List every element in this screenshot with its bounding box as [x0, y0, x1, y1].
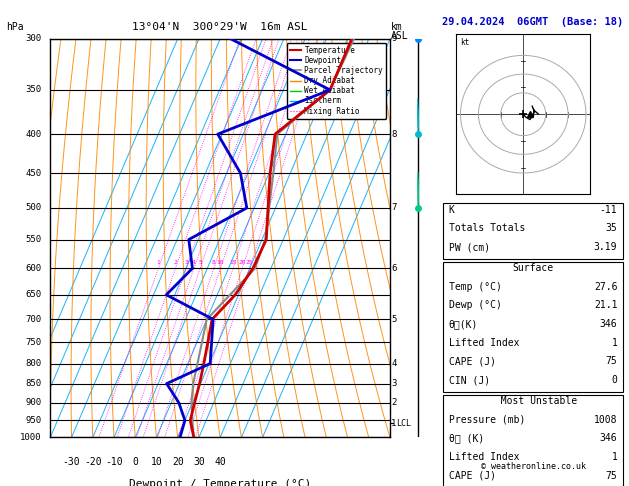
Text: 3: 3	[184, 260, 188, 265]
Text: 350: 350	[26, 86, 42, 94]
Text: 750: 750	[26, 338, 42, 347]
Text: 8: 8	[212, 260, 216, 265]
Text: 7: 7	[391, 204, 397, 212]
Text: Totals Totals: Totals Totals	[449, 224, 525, 233]
Text: 20: 20	[172, 457, 184, 467]
Text: 300: 300	[26, 35, 42, 43]
Text: 1008: 1008	[594, 415, 617, 425]
Text: 5: 5	[198, 260, 202, 265]
Text: 75: 75	[606, 470, 617, 481]
Legend: Temperature, Dewpoint, Parcel Trajectory, Dry Adiabat, Wet Adiabat, Isotherm, Mi: Temperature, Dewpoint, Parcel Trajectory…	[287, 43, 386, 119]
Text: 1: 1	[391, 419, 397, 428]
Text: 0: 0	[132, 457, 138, 467]
Text: 5: 5	[391, 315, 397, 324]
Text: -11: -11	[599, 205, 617, 215]
Text: 346: 346	[599, 434, 617, 443]
Text: -10: -10	[105, 457, 123, 467]
Text: 1: 1	[157, 260, 160, 265]
Text: 3.19: 3.19	[594, 242, 617, 252]
Text: © weatheronline.co.uk: © weatheronline.co.uk	[481, 462, 586, 470]
Text: Dewp (°C): Dewp (°C)	[449, 300, 502, 311]
Text: 650: 650	[26, 290, 42, 299]
Text: 1: 1	[611, 452, 617, 462]
Text: 8: 8	[391, 130, 397, 139]
Text: 600: 600	[26, 264, 42, 273]
Bar	[443, 203, 623, 260]
Text: 550: 550	[26, 235, 42, 244]
Text: 3: 3	[391, 379, 397, 388]
Text: 10: 10	[150, 457, 162, 467]
Text: hPa: hPa	[6, 21, 24, 32]
Text: Lifted Index: Lifted Index	[449, 338, 520, 347]
Text: 800: 800	[26, 359, 42, 368]
Text: 75: 75	[606, 356, 617, 366]
Text: 13°04'N  300°29'W  16m ASL: 13°04'N 300°29'W 16m ASL	[132, 21, 308, 32]
Bar	[443, 395, 623, 486]
Text: 1000: 1000	[20, 433, 42, 442]
Text: 21.1: 21.1	[594, 300, 617, 311]
Text: 6: 6	[391, 264, 397, 273]
Text: 2: 2	[174, 260, 177, 265]
Text: 20: 20	[238, 260, 246, 265]
Text: kt: kt	[460, 38, 470, 47]
Text: 346: 346	[599, 319, 617, 329]
Text: Temp (°C): Temp (°C)	[449, 282, 502, 292]
Text: 29.04.2024  06GMT  (Base: 18): 29.04.2024 06GMT (Base: 18)	[442, 17, 624, 27]
Text: Dewpoint / Temperature (°C): Dewpoint / Temperature (°C)	[129, 479, 311, 486]
Text: CIN (J): CIN (J)	[449, 375, 490, 385]
Text: 4: 4	[391, 359, 397, 368]
Text: 700: 700	[26, 315, 42, 324]
Text: 15: 15	[230, 260, 237, 265]
Text: 850: 850	[26, 379, 42, 388]
Text: km: km	[391, 21, 403, 32]
Text: K: K	[449, 205, 455, 215]
Text: CAPE (J): CAPE (J)	[449, 470, 496, 481]
Text: θᴇ(K): θᴇ(K)	[449, 319, 478, 329]
Text: 1: 1	[611, 338, 617, 347]
Text: 400: 400	[26, 130, 42, 139]
Text: 0: 0	[611, 375, 617, 385]
Text: Pressure (mb): Pressure (mb)	[449, 415, 525, 425]
Text: 900: 900	[26, 398, 42, 407]
Text: 10: 10	[217, 260, 225, 265]
Text: 30: 30	[193, 457, 205, 467]
Text: 950: 950	[26, 416, 42, 425]
Text: PW (cm): PW (cm)	[449, 242, 490, 252]
Text: 4: 4	[192, 260, 196, 265]
Text: Lifted Index: Lifted Index	[449, 452, 520, 462]
Text: 450: 450	[26, 169, 42, 177]
Text: 9: 9	[391, 35, 397, 43]
Text: LCL: LCL	[396, 419, 411, 428]
Text: θᴇ (K): θᴇ (K)	[449, 434, 484, 443]
Text: -30: -30	[63, 457, 81, 467]
Text: 2: 2	[391, 398, 397, 407]
Text: CAPE (J): CAPE (J)	[449, 356, 496, 366]
Text: 40: 40	[214, 457, 226, 467]
Text: Surface: Surface	[513, 263, 554, 273]
Text: -20: -20	[84, 457, 102, 467]
Text: 25: 25	[246, 260, 253, 265]
Text: 27.6: 27.6	[594, 282, 617, 292]
Text: Most Unstable: Most Unstable	[489, 396, 577, 406]
Text: 35: 35	[606, 224, 617, 233]
Text: ASL: ASL	[391, 31, 409, 41]
Text: 500: 500	[26, 204, 42, 212]
Bar	[443, 261, 623, 392]
